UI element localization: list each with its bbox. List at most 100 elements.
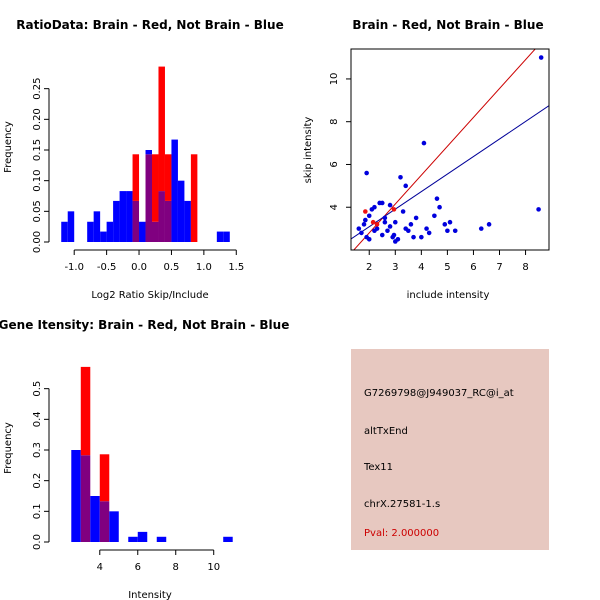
scatter-point bbox=[382, 215, 388, 221]
ratio-bar-blue bbox=[177, 180, 185, 242]
scatter-point bbox=[478, 226, 484, 231]
scatter-point bbox=[363, 209, 368, 214]
gene-bar-blue bbox=[109, 511, 119, 542]
ratio-bar-overlap bbox=[158, 191, 165, 242]
ratio-x-tick-label: -0.5 bbox=[97, 262, 117, 273]
gene-histogram-xlabel: Intensity bbox=[128, 590, 172, 600]
scatter-point bbox=[364, 170, 369, 176]
ratio-bar-blue bbox=[145, 150, 152, 155]
ratio-x-tick-label: 0.5 bbox=[163, 262, 179, 273]
scatter-y-tick-label: 4 bbox=[329, 204, 340, 210]
event-type: altTxEnd bbox=[364, 426, 408, 437]
ratio-histogram-xlabel: Log2 Ratio Skip/Include bbox=[91, 290, 208, 301]
ratio-bar-blue bbox=[67, 211, 75, 242]
scatter-point bbox=[432, 213, 437, 219]
scatter-x-tick-label: 7 bbox=[496, 262, 502, 273]
ratio-y-tick-label: 0.10 bbox=[32, 170, 43, 192]
scatter-point bbox=[366, 213, 372, 219]
scatter-point bbox=[392, 239, 398, 244]
ratio-y-tick-label: 0.15 bbox=[32, 139, 43, 161]
scatter-point bbox=[452, 228, 458, 234]
ratio-y-tick-label: 0.25 bbox=[32, 78, 43, 100]
gene-bar-blue bbox=[156, 536, 167, 542]
ratio-y-tick-label: 0.20 bbox=[32, 108, 43, 130]
scatter-point bbox=[403, 226, 409, 231]
scatter-point bbox=[437, 204, 442, 210]
ratio-x-tick-label: 1.0 bbox=[196, 262, 212, 273]
scatter-point bbox=[421, 140, 427, 146]
ratio-bar-red bbox=[164, 154, 172, 201]
ratio-bar-blue bbox=[126, 191, 133, 242]
scatter-x-tick-label: 4 bbox=[418, 262, 424, 273]
gene-histogram-panel: Gene Itensity: Brain - Red, Not Brain - … bbox=[0, 318, 289, 600]
scatter-x-tick-label: 6 bbox=[470, 262, 476, 273]
scatter-fit-line bbox=[351, 105, 549, 240]
ratio-x-tick-label: -1.0 bbox=[64, 262, 84, 273]
ratio-bar-blue bbox=[113, 200, 120, 242]
ratio-bar-blue bbox=[61, 221, 68, 242]
info-panel-background bbox=[351, 349, 549, 550]
gene-x-tick-label: 4 bbox=[97, 562, 103, 573]
scatter-point bbox=[413, 215, 419, 221]
scatter-point bbox=[486, 222, 492, 227]
info-panel: G7269798@J949037_RC@i_at altTxEnd Tex11 … bbox=[351, 349, 549, 550]
scatter-point bbox=[434, 196, 440, 201]
ratio-x-tick-label: 1.5 bbox=[228, 262, 244, 273]
gene-y-tick-label: 0.5 bbox=[32, 381, 43, 397]
scatter-panel: Brain - Red, Not Brain - Blue include in… bbox=[303, 18, 550, 301]
ratio-histogram-plot: -1.0 -0.5 0.0 0.5 1.0 1.5 0.00 0.05 0.10 0.15 0.20… bbox=[32, 66, 244, 273]
scatter-frame bbox=[350, 48, 550, 251]
gene-x-tick-label: 8 bbox=[173, 562, 179, 573]
scatter-point bbox=[411, 234, 416, 240]
scatter-point bbox=[419, 234, 424, 240]
scatter-point bbox=[387, 202, 393, 208]
scatter-point bbox=[374, 222, 380, 227]
ratio-bar-overlap bbox=[132, 200, 140, 242]
scatter-point bbox=[391, 232, 397, 238]
ratio-bar-overlap bbox=[152, 221, 159, 242]
ratio-bar-blue bbox=[171, 139, 178, 242]
ratio-bar-blue bbox=[119, 191, 127, 242]
scatter-point bbox=[363, 217, 368, 223]
scatter-point bbox=[426, 230, 432, 236]
gene-bar-overlap bbox=[99, 501, 110, 542]
gene-histogram-plot: 4 6 8 10 0.0 0.1 0.2 0.3 0.4 0.5 bbox=[32, 366, 233, 573]
scatter-x-tick-label: 2 bbox=[366, 262, 372, 273]
scatter-point bbox=[372, 228, 377, 234]
locus-id: chrX.27581-1.s bbox=[364, 499, 440, 510]
scatter-point bbox=[382, 219, 388, 225]
scatter-point bbox=[366, 237, 372, 242]
gene-y-tick-label: 0.1 bbox=[32, 503, 43, 519]
scatter-title: Brain - Red, Not Brain - Blue bbox=[352, 18, 543, 32]
ratio-bar-overlap bbox=[164, 200, 172, 242]
ratio-y-tick-label: 0.05 bbox=[32, 200, 43, 222]
scatter-point bbox=[361, 222, 367, 227]
ratio-bar-blue bbox=[106, 221, 114, 242]
gene-histogram-ylabel: Frequency bbox=[3, 422, 14, 474]
scatter-point bbox=[392, 219, 398, 225]
gene-y-tick-label: 0.2 bbox=[32, 473, 43, 489]
scatter-point bbox=[442, 222, 448, 227]
ratio-bar-blue bbox=[100, 231, 107, 242]
gene-x-tick-label: 10 bbox=[207, 562, 220, 573]
scatter-point bbox=[538, 55, 544, 60]
scatter-ylabel: skip intensity bbox=[303, 117, 314, 184]
ratio-bar-blue bbox=[139, 221, 146, 242]
ratio-bar-blue bbox=[93, 211, 101, 242]
gene-name: Tex11 bbox=[363, 462, 393, 473]
gene-histogram-title: Gene Itensity: Brain - Red, Not Brain - … bbox=[0, 318, 289, 332]
scatter-y-tick-label: 8 bbox=[329, 119, 340, 125]
ratio-bar-blue bbox=[184, 200, 191, 242]
gene-y-tick-label: 0.0 bbox=[32, 534, 43, 550]
scatter-point bbox=[447, 219, 453, 225]
gene-y-tick-label: 0.4 bbox=[32, 411, 43, 427]
gene-bar-blue bbox=[223, 536, 233, 542]
scatter-xlabel: include intensity bbox=[407, 290, 490, 301]
scatter-point bbox=[359, 230, 364, 236]
ratio-histogram-ylabel: Frequency bbox=[3, 121, 14, 173]
gene-bar-blue bbox=[90, 496, 100, 542]
scatter-point bbox=[379, 232, 385, 238]
ratio-bar-red bbox=[132, 154, 140, 201]
scatter-point bbox=[370, 219, 376, 225]
